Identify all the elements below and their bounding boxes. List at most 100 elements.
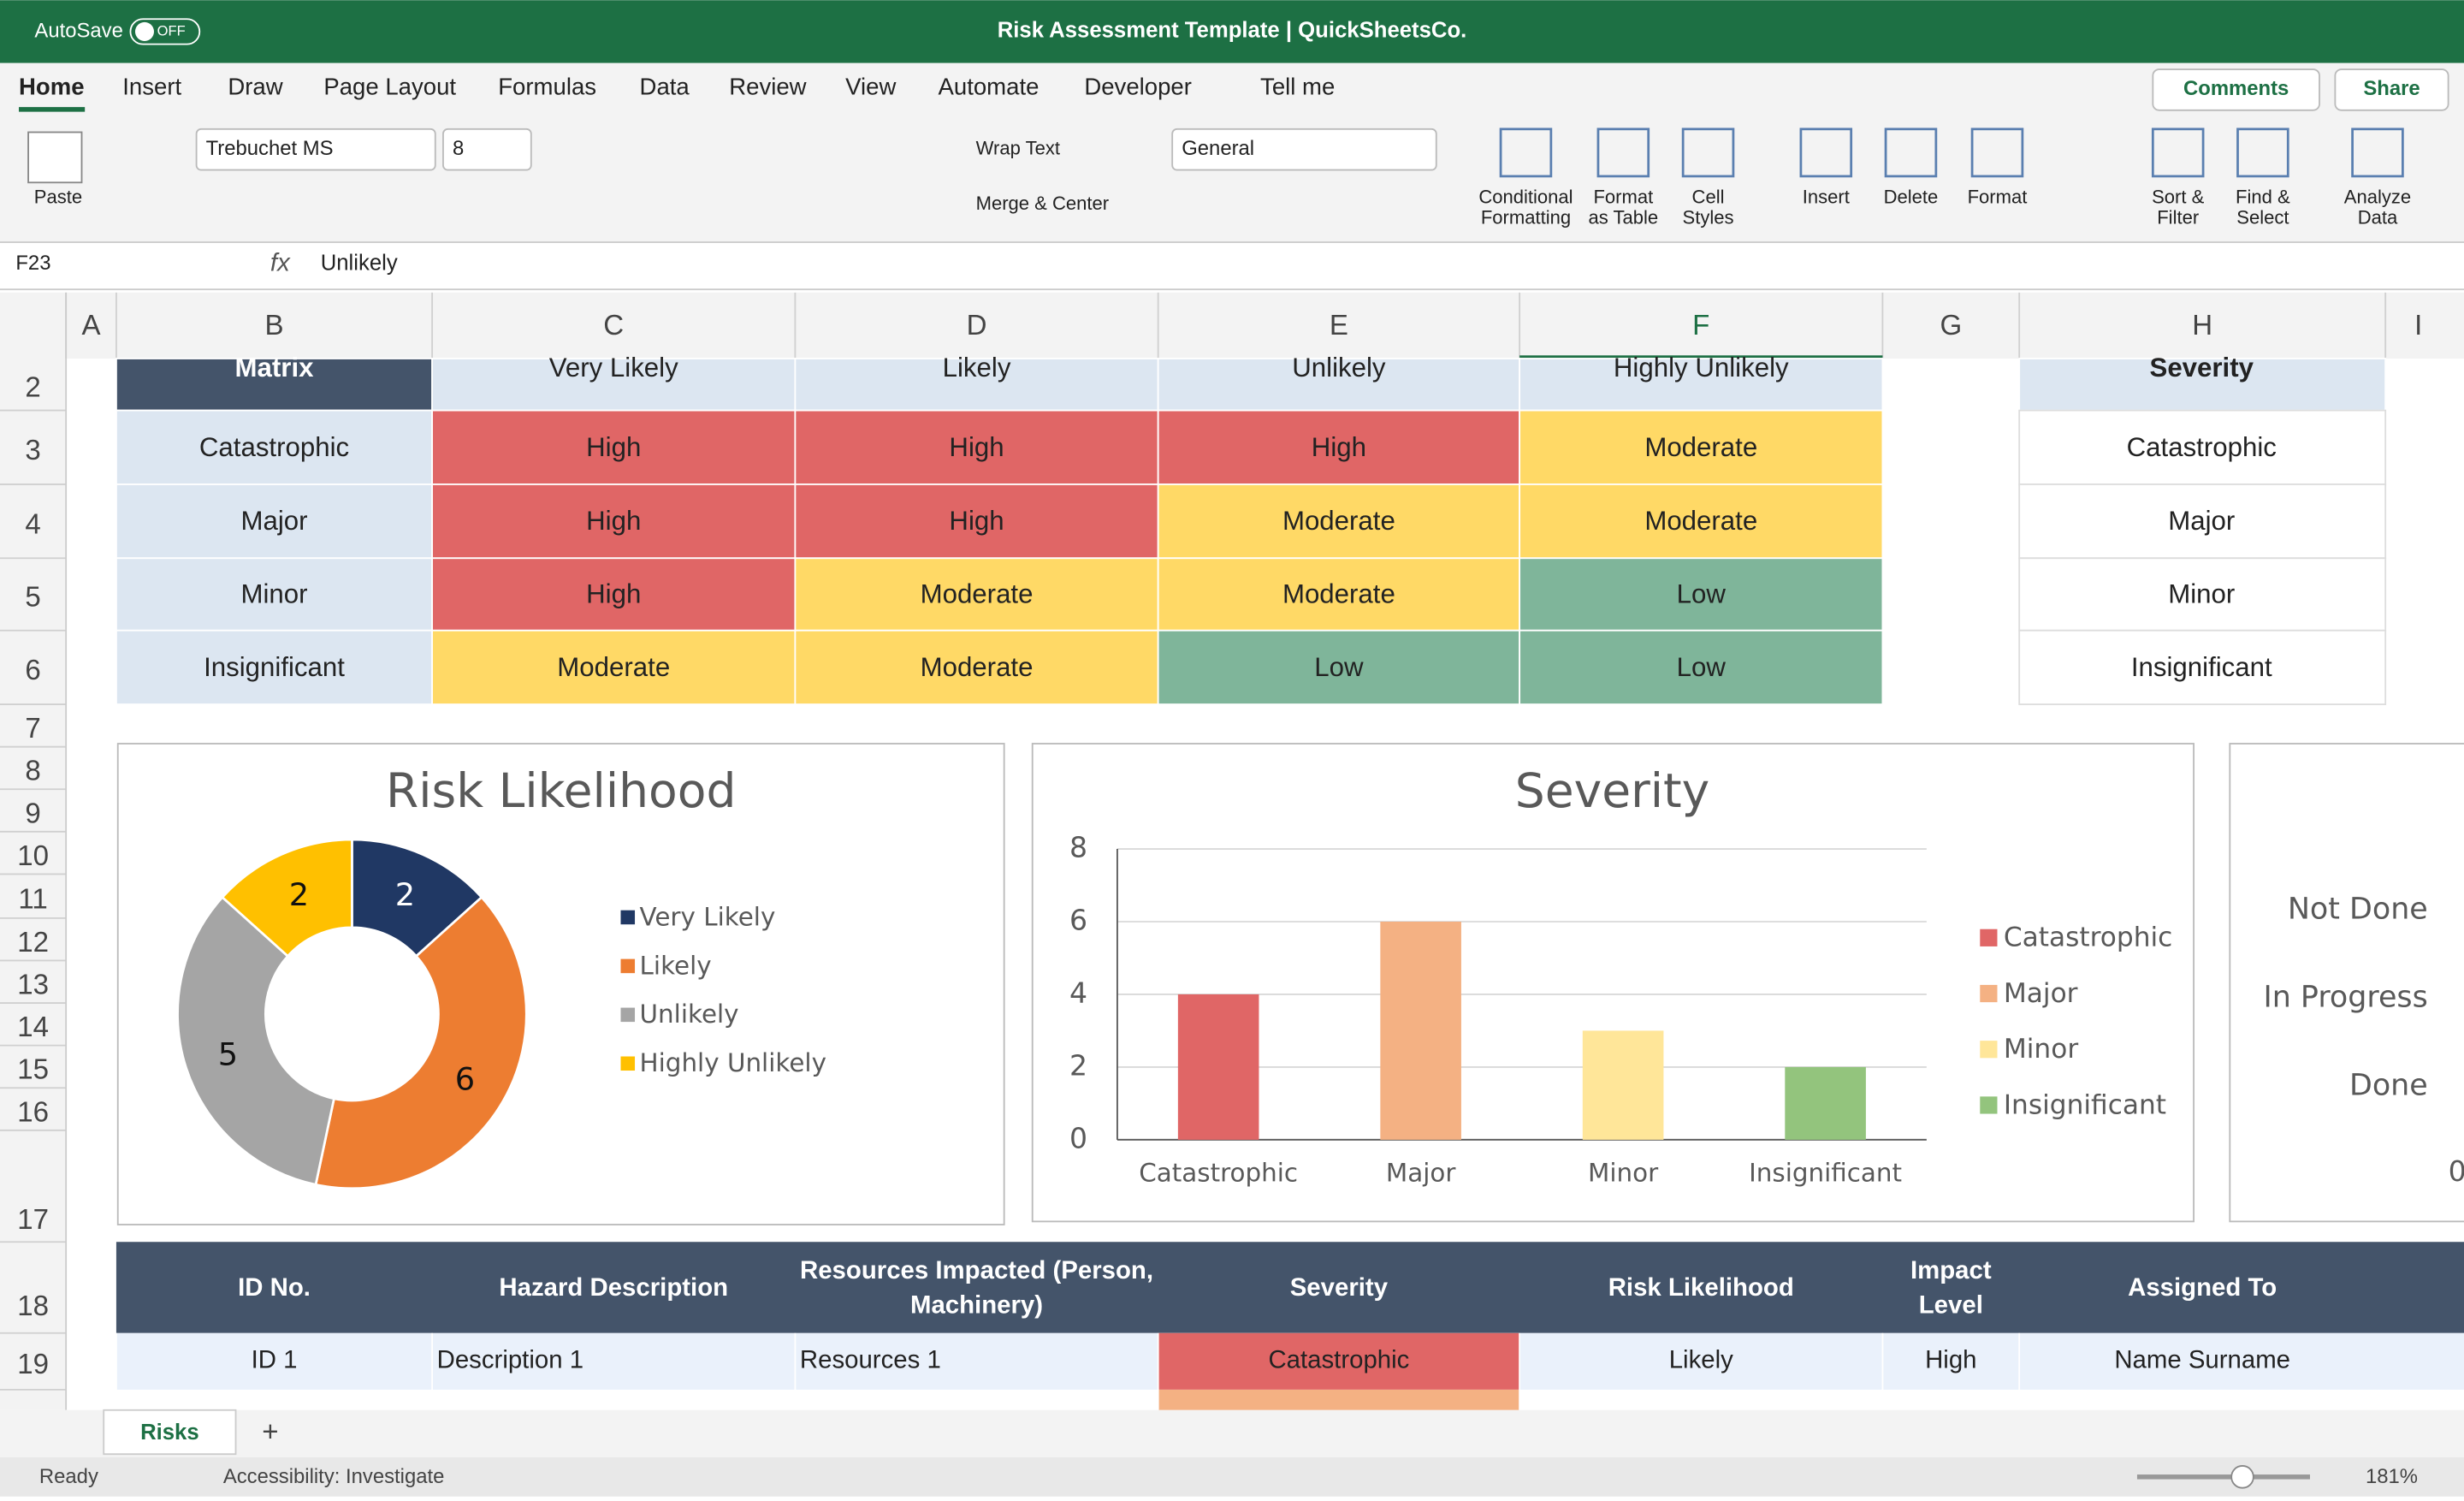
severity-cell	[2018, 629, 2387, 705]
matrix-cell	[1519, 409, 1884, 485]
share-label[interactable]: Share	[2363, 77, 2420, 100]
legend-swatch	[620, 910, 636, 925]
ribbon-button-label[interactable]: Conditional	[1478, 186, 1573, 207]
column-header[interactable]: F	[1692, 310, 1709, 341]
matrix-cell-text: Low	[1314, 652, 1364, 682]
ribbon-tab[interactable]: Formulas	[498, 73, 596, 99]
ribbon-tab[interactable]: Home	[19, 73, 85, 99]
column-header[interactable]: G	[1940, 310, 1962, 341]
table-cell: Likely	[1669, 1346, 1733, 1374]
column-header[interactable]: I	[2414, 310, 2422, 341]
severity-cell	[2018, 557, 2387, 632]
button-icon	[2351, 128, 2404, 178]
data-label: 6	[455, 1060, 475, 1097]
ribbon-button-label[interactable]: Delete	[1884, 186, 1939, 207]
matrix-header-cell	[1519, 358, 1884, 412]
formula-content[interactable]: Unlikely	[321, 252, 398, 276]
merge-center[interactable]: Merge & Center	[976, 193, 1110, 214]
row-header: 11	[18, 883, 47, 915]
ribbon-button-label[interactable]: Select	[2236, 206, 2289, 228]
matrix-header-cell	[431, 358, 797, 412]
row-header: 14	[17, 1012, 49, 1043]
ribbon-button-label[interactable]: Cell	[1692, 186, 1725, 207]
font-name[interactable]: Trebuchet MS	[206, 137, 334, 160]
legend-entry: Highly Unlikely	[640, 1048, 826, 1077]
paste-icon	[27, 131, 83, 184]
ribbon-button-label[interactable]: Formatting	[1481, 206, 1571, 228]
column-header[interactable]: C	[603, 310, 624, 341]
ribbon-button-label[interactable]: Insert	[1803, 186, 1850, 207]
tab-bar	[0, 62, 2464, 114]
legend-swatch	[620, 1007, 636, 1023]
add-sheet[interactable]: +	[262, 1416, 278, 1448]
share-button	[2334, 68, 2449, 111]
ribbon-tab[interactable]: Automate	[939, 73, 1040, 99]
ribbon-tab[interactable]: Draw	[228, 73, 282, 99]
x-tick-label: Catastrophic	[1139, 1159, 1298, 1188]
severity-item: Major	[2168, 506, 2235, 536]
table-cell: Name Surname	[2114, 1346, 2290, 1374]
ribbon-button-label[interactable]: Styles	[1683, 206, 1734, 228]
accessibility-status[interactable]: Accessibility: Investigate	[223, 1465, 445, 1488]
row-header: 10	[17, 840, 49, 872]
row-header: 18	[17, 1290, 49, 1322]
comments-label[interactable]: Comments	[2183, 77, 2289, 100]
fx-icon: fx	[270, 249, 291, 277]
y-tick-label: 2	[1069, 1048, 1087, 1082]
number-format[interactable]: General	[1182, 137, 1254, 160]
ribbon-tab[interactable]: Tell me	[1260, 73, 1335, 99]
chart-frame	[2229, 743, 2464, 1223]
column-header[interactable]: D	[967, 310, 987, 341]
matrix-cell	[1157, 557, 1521, 632]
donut-segment	[314, 895, 528, 1190]
paste-label[interactable]: Paste	[34, 186, 82, 207]
status-bar	[0, 1457, 2464, 1497]
y-tick-label: 4	[1069, 976, 1087, 1009]
column-header[interactable]: A	[82, 310, 101, 341]
matrix-cell-text: Low	[1677, 652, 1727, 682]
formula-bar	[0, 242, 2464, 293]
category-label: Done	[2349, 1068, 2428, 1102]
ribbon-tab[interactable]: View	[845, 73, 896, 99]
ribbon-button-label[interactable]: Analyze	[2344, 186, 2411, 207]
matrix-header: Very Likely	[549, 353, 678, 383]
severity-item: Catastrophic	[2127, 432, 2277, 462]
row-header: 12	[17, 927, 49, 958]
ribbon-tab[interactable]: Developer	[1084, 73, 1192, 99]
severity-header: Severity	[2150, 353, 2254, 383]
matrix-cell-text: Moderate	[1282, 579, 1395, 609]
row-header: 8	[25, 756, 40, 787]
zoom-level[interactable]: 181%	[2366, 1465, 2418, 1488]
ribbon-tab[interactable]: Insert	[122, 73, 181, 99]
matrix-cell	[116, 557, 434, 632]
chart-title: Risk Likelihood	[386, 763, 736, 818]
ribbon-button-label[interactable]: Sort &	[2152, 186, 2205, 207]
sheet-tab-label[interactable]: Risks	[140, 1421, 199, 1445]
column-header[interactable]: H	[2192, 310, 2212, 341]
chart: Severity 0 2 4 6 8 Catastrophic Catastrophic Maj…	[1031, 743, 2194, 1223]
matrix-cell	[1519, 484, 1884, 560]
chart-title: Severity	[1515, 763, 1710, 818]
ribbon-button-label[interactable]: as Table	[1589, 206, 1659, 228]
matrix-cell-text: Moderate	[1644, 506, 1757, 536]
ribbon-tab[interactable]: Page Layout	[323, 73, 456, 99]
table-header: Risk Likelihood	[1608, 1273, 1794, 1302]
ribbon-button-label[interactable]: Format	[1968, 186, 2028, 207]
matrix-cell-text: Insignificant	[204, 652, 345, 682]
bar	[1785, 1066, 1866, 1140]
ribbon-button-label[interactable]: Filter	[2157, 206, 2199, 228]
legend-entry: Minor	[2004, 1034, 2078, 1065]
font-size[interactable]: 8	[453, 137, 464, 160]
ribbon-button-label[interactable]: Data	[2358, 206, 2398, 228]
donut-segment	[220, 838, 353, 958]
ribbon-tab[interactable]: Review	[729, 73, 806, 99]
format-box	[1171, 128, 1437, 171]
x-tick-label: Insignificant	[1749, 1159, 1902, 1188]
column-header[interactable]: E	[1330, 310, 1348, 341]
ribbon-tab[interactable]: Data	[640, 73, 690, 99]
name-box[interactable]: F23	[15, 252, 50, 275]
wrap-text[interactable]: Wrap Text	[976, 138, 1060, 159]
column-header[interactable]: B	[264, 310, 283, 341]
ribbon-button-label[interactable]: Find &	[2236, 186, 2290, 207]
ribbon-button-label[interactable]: Format	[1593, 186, 1653, 207]
